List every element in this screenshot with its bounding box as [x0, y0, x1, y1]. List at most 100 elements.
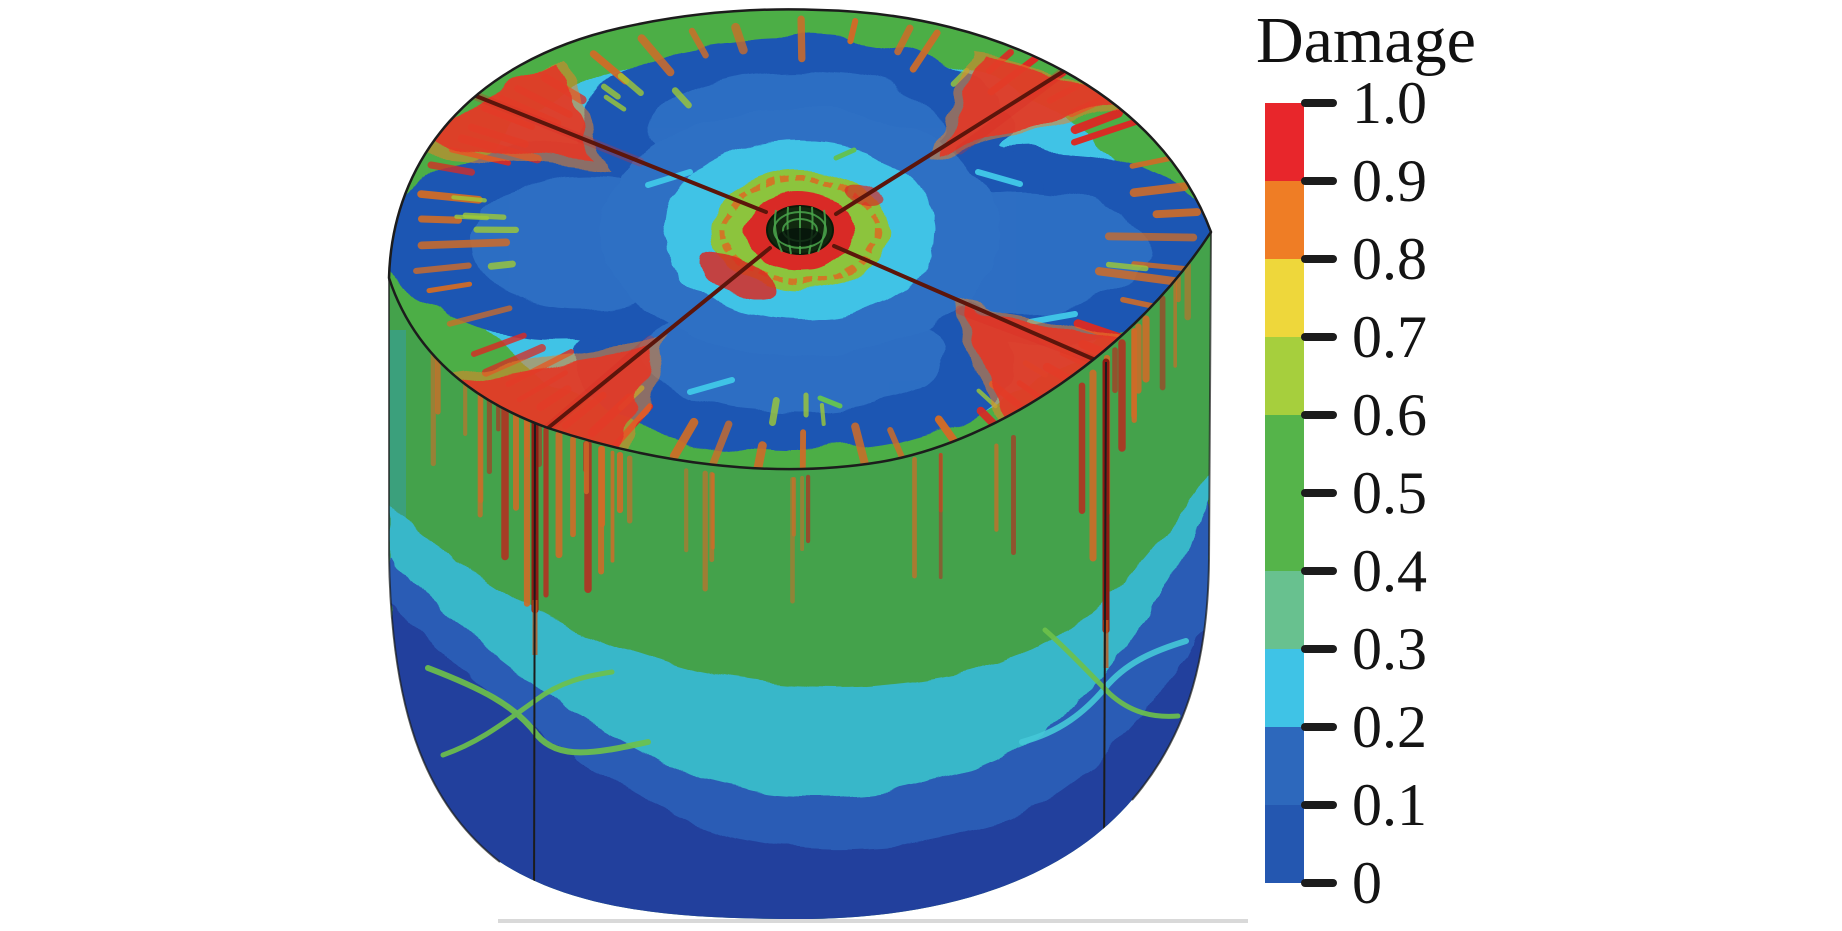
ground-shadow-line — [498, 919, 1248, 923]
texture-streak — [950, 67, 970, 87]
damage-streak — [427, 161, 475, 176]
colorbar-tick-label: 0.2 — [1352, 694, 1427, 760]
colorbar-tick — [1301, 567, 1337, 575]
wedge-nw — [424, 64, 596, 160]
texture-streak — [601, 83, 621, 100]
cylinder-top-face — [387, 8, 1213, 471]
damage-streak — [1104, 232, 1198, 242]
wall-crack-left — [531, 416, 539, 913]
damage-streak — [417, 215, 463, 224]
side-left-edge-teal-band — [389, 330, 406, 565]
colorbar-tick-label: 0.8 — [1352, 226, 1427, 292]
face-crack-x — [471, 66, 1105, 433]
colorbar-tick — [1301, 645, 1337, 653]
colorbar-segments — [1265, 103, 1304, 883]
damage-streak — [1070, 117, 1143, 146]
colorbar-tick-label: 0.3 — [1352, 616, 1427, 682]
colorbar-labels: 1.0 0.9 0.8 0.7 0.6 0.5 0.4 0.3 0.2 0.1 … — [1352, 70, 1427, 916]
texture-streak — [603, 94, 627, 112]
texture-streak — [819, 402, 826, 427]
crack-line — [1103, 361, 1107, 853]
lobe-artifact-streaks — [645, 147, 1078, 409]
artifact-streak — [687, 377, 735, 395]
crack-arm-ne — [834, 69, 1066, 216]
damage-streak — [688, 27, 709, 59]
colorbar-segment — [1265, 805, 1304, 883]
damage-streak — [753, 441, 767, 470]
colorbar-tick — [1301, 879, 1337, 887]
colorbar-title: Damage — [1256, 4, 1476, 77]
halo-orange-fuzz — [721, 175, 879, 285]
butterfly-streak — [440, 669, 615, 758]
colorbar-tick-label: 0.6 — [1352, 382, 1427, 448]
shear-butterfly-left — [425, 665, 651, 758]
damage-streak — [1129, 155, 1177, 169]
wedge-se — [962, 308, 1134, 432]
colorbar-segment — [1265, 337, 1304, 416]
damage-streak — [847, 18, 859, 45]
texture-streak — [487, 260, 516, 270]
colorbar-tick-label: 0.9 — [1352, 148, 1427, 214]
colorbar-segment — [1265, 571, 1304, 650]
silhouette-right-edge — [1131, 231, 1212, 801]
texture-streak — [1105, 261, 1149, 272]
colorbar-tick — [1301, 99, 1337, 107]
top-face-rim-outline — [387, 8, 1213, 471]
crack-arm-se — [832, 244, 1102, 364]
colorbar-tick — [1301, 801, 1337, 809]
colorbar-tick — [1301, 411, 1337, 419]
colorbar-segment — [1265, 649, 1304, 728]
colorbar-segment — [1265, 415, 1304, 494]
side-navy-base — [389, 602, 1211, 919]
damage-streak — [413, 262, 472, 274]
texture-streak — [617, 72, 644, 97]
damage-streak — [1094, 267, 1187, 287]
damage-streak — [470, 332, 527, 357]
damage-streak — [797, 15, 806, 63]
damage-streak — [731, 22, 748, 55]
wedge-sw — [440, 350, 655, 462]
damage-streak — [426, 281, 473, 294]
artifact-streak — [817, 395, 843, 409]
colorbar-tick-label: 0.1 — [1352, 772, 1427, 838]
colorbar-segment — [1265, 493, 1304, 572]
damage-streak — [669, 417, 699, 461]
borehole-mesh-line — [817, 209, 827, 253]
damage-streak — [446, 305, 513, 327]
wedge-ne — [942, 55, 1122, 152]
colorbar-tick — [1301, 177, 1337, 185]
borehole — [766, 205, 834, 255]
wall-crack-right — [1102, 358, 1110, 853]
silhouette-left-edge — [388, 278, 501, 863]
damage-streak — [417, 238, 511, 250]
damage-streak — [1070, 108, 1123, 135]
side-drip-streaks — [430, 262, 1191, 607]
damage-streak — [637, 34, 675, 77]
colorbar-tick-label: 0 — [1352, 850, 1382, 916]
butterfly-streak — [425, 665, 651, 756]
colorbar-tick — [1301, 723, 1337, 731]
damage-streak — [894, 24, 914, 56]
colorbar-tick-label: 0.4 — [1352, 538, 1427, 604]
butterfly-streak — [1042, 627, 1181, 719]
texture-streak — [451, 195, 487, 203]
colorbar-ticks — [1301, 99, 1337, 887]
colorbar-segment — [1265, 259, 1304, 338]
damage-streak — [1129, 182, 1189, 197]
texture-streak — [454, 214, 490, 221]
artifact-streak — [833, 147, 857, 161]
colorbar-tick-label: 1.0 — [1352, 70, 1427, 136]
crack-arm-sw — [546, 246, 772, 430]
colorbar-tick — [1301, 255, 1337, 263]
damage-streak — [1152, 208, 1202, 219]
crack-line — [533, 419, 536, 913]
colorbar-segment — [1265, 727, 1304, 806]
crack-arm-nw — [474, 94, 768, 214]
colorbar-tick-label: 0.5 — [1352, 460, 1427, 526]
crack-rim-wedges — [416, 50, 1142, 466]
borehole-mesh-line — [773, 209, 783, 253]
colorbar-segment — [1265, 103, 1304, 182]
damage-streak — [708, 420, 733, 470]
